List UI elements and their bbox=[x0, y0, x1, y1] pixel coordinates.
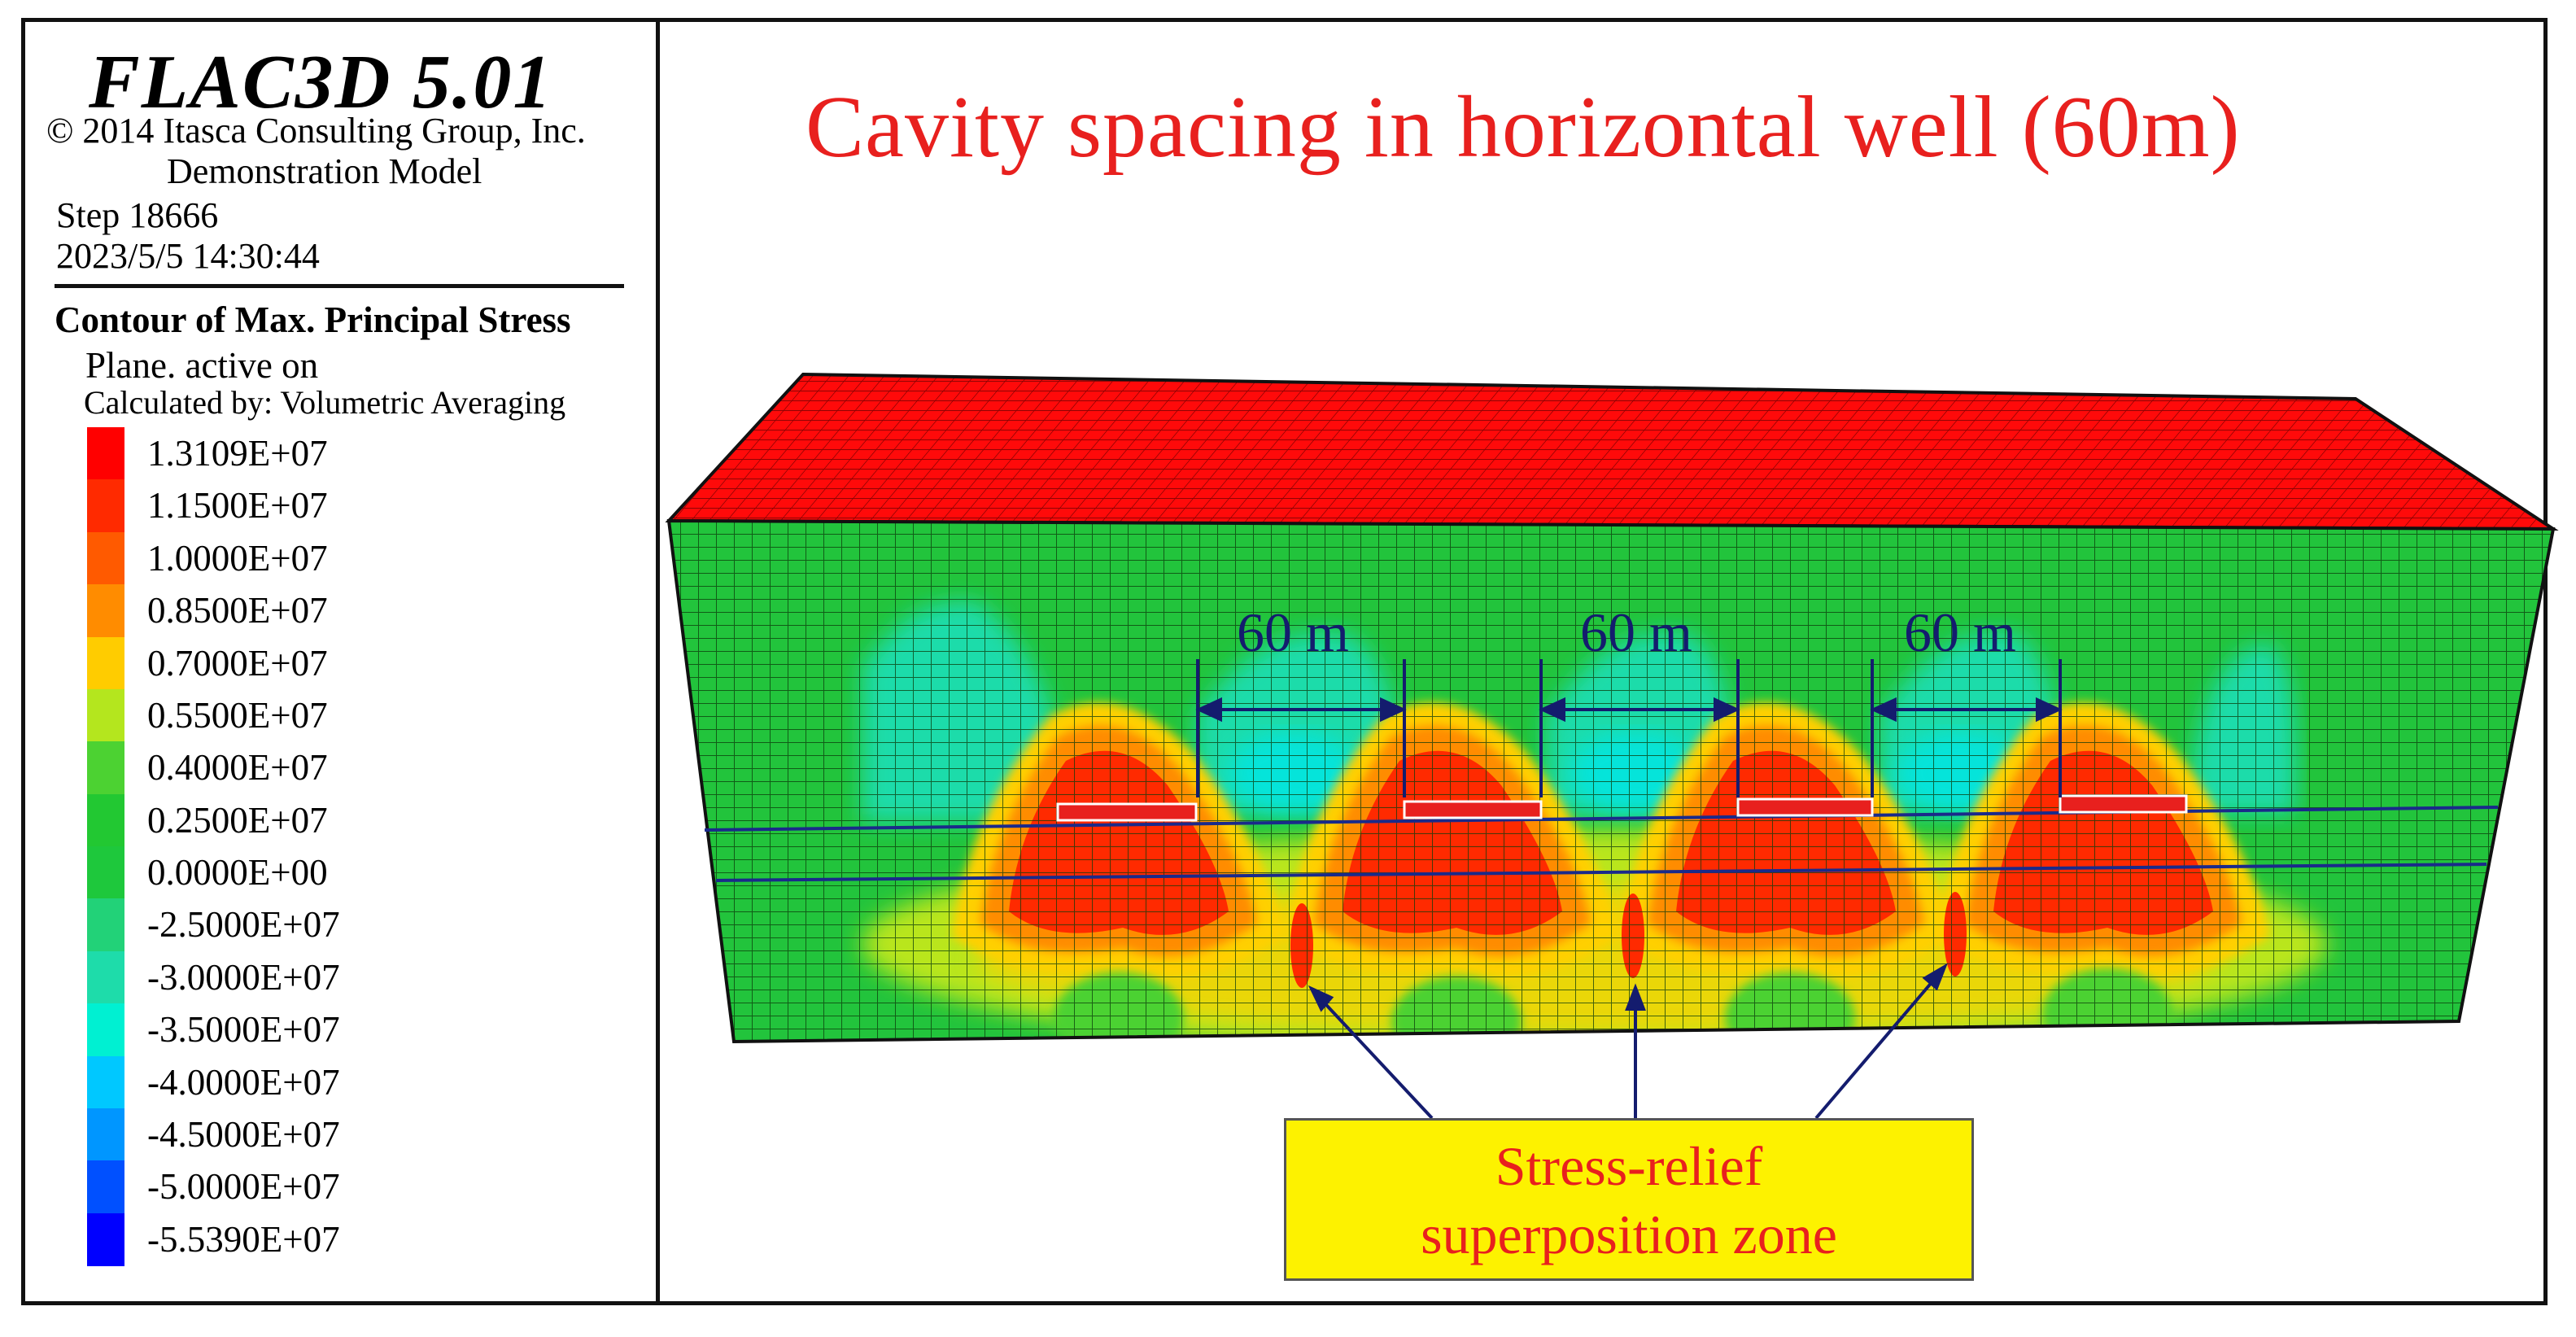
calculation-method-text: Calculated by: Volumetric Averaging bbox=[84, 384, 566, 421]
plane-text: Plane. active on bbox=[85, 345, 319, 386]
color-swatch bbox=[87, 1003, 124, 1057]
callout-pointers bbox=[1308, 963, 1948, 1120]
level-label: 1.0000E+07 bbox=[147, 537, 328, 579]
color-swatch bbox=[87, 427, 124, 481]
spacing-label-1: 60 m bbox=[1237, 601, 1349, 663]
level-label: -4.5000E+07 bbox=[147, 1113, 340, 1155]
model-top-mesh bbox=[669, 374, 2553, 529]
level-label: -3.5000E+07 bbox=[147, 1009, 340, 1051]
level-label: 0.4000E+07 bbox=[147, 747, 328, 789]
spacing-label-3: 60 m bbox=[1904, 601, 2016, 663]
figure-frame bbox=[21, 18, 2548, 1305]
level-label: -5.0000E+07 bbox=[147, 1166, 340, 1208]
legend-panel: FLAC3D 5.01 © 2014 Itasca Consulting Gro… bbox=[25, 22, 656, 1301]
step-text: Step 18666 bbox=[56, 195, 219, 235]
stress-contours bbox=[669, 521, 2553, 1042]
color-swatch bbox=[87, 531, 124, 586]
color-swatch bbox=[87, 1160, 124, 1214]
level-label: 0.8500E+07 bbox=[147, 590, 328, 631]
spacing-dimensions bbox=[1195, 659, 2063, 797]
plot-title: Cavity spacing in horizontal well (60m) bbox=[806, 79, 2241, 176]
level-label: -2.5000E+07 bbox=[147, 904, 340, 946]
color-swatch bbox=[87, 1212, 124, 1266]
cavity-4 bbox=[2059, 794, 2188, 814]
level-label: -5.5390E+07 bbox=[147, 1218, 340, 1260]
level-label: 0.5500E+07 bbox=[147, 694, 328, 736]
cavity-3 bbox=[1736, 797, 1874, 817]
level-label: 0.7000E+07 bbox=[147, 642, 328, 684]
copyright-text: © 2014 Itasca Consulting Group, Inc. bbox=[46, 111, 586, 151]
level-label: 0.0000E+00 bbox=[147, 852, 328, 893]
cavity-2 bbox=[1403, 800, 1543, 819]
model-type-text: Demonstration Model bbox=[167, 151, 482, 191]
contour-title: Contour of Max. Principal Stress bbox=[55, 299, 571, 340]
color-swatch bbox=[87, 846, 124, 900]
color-swatch bbox=[87, 636, 124, 690]
timestamp-text: 2023/5/5 14:30:44 bbox=[56, 236, 320, 276]
level-label: 1.1500E+07 bbox=[147, 485, 328, 526]
color-swatch bbox=[87, 950, 124, 1005]
color-swatch bbox=[87, 688, 124, 743]
spacing-label-2: 60 m bbox=[1580, 601, 1692, 663]
color-swatch bbox=[87, 793, 124, 847]
level-label: -3.0000E+07 bbox=[147, 956, 340, 998]
color-swatch bbox=[87, 479, 124, 533]
color-swatch bbox=[87, 898, 124, 952]
color-swatch bbox=[87, 741, 124, 795]
well-line-lower bbox=[715, 863, 2487, 882]
color-swatch bbox=[87, 584, 124, 638]
cavity-1 bbox=[1056, 802, 1198, 822]
level-label: 0.2500E+07 bbox=[147, 799, 328, 841]
well-line-upper bbox=[704, 806, 2499, 832]
color-swatch bbox=[87, 1108, 124, 1162]
color-swatch bbox=[87, 1055, 124, 1109]
software-title: FLAC3D 5.01 bbox=[89, 40, 553, 125]
level-label: 1.3109E+07 bbox=[147, 433, 328, 474]
level-label: -4.0000E+07 bbox=[147, 1061, 340, 1103]
panel-divider bbox=[656, 18, 660, 1305]
callout-line-1: Stress-relief bbox=[1495, 1135, 1763, 1197]
stress-relief-callout: Stress-relief superposition zone bbox=[1284, 1118, 1974, 1281]
legend-separator bbox=[55, 284, 624, 288]
callout-line-2: superposition zone bbox=[1421, 1204, 1837, 1265]
color-bar bbox=[87, 427, 124, 1266]
